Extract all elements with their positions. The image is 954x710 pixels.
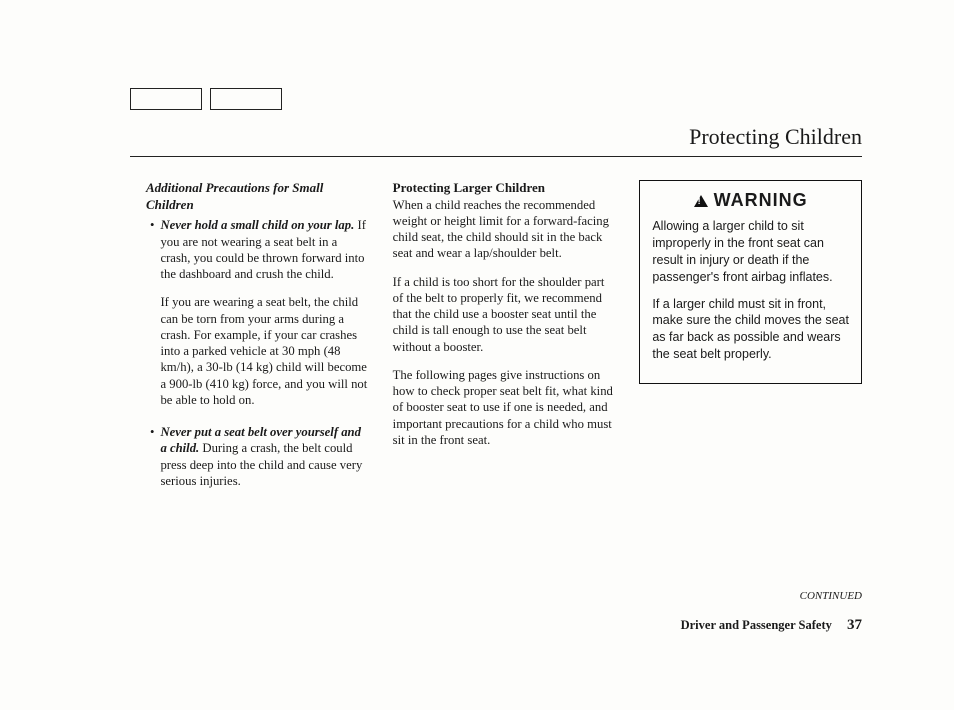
warning-p2: If a larger child must sit in front, mak…: [652, 296, 849, 364]
header-boxes: [130, 88, 282, 110]
footer-section: Driver and Passenger Safety: [681, 618, 832, 632]
document-page: Protecting Children Additional Precautio…: [0, 0, 954, 710]
column-2: Protecting Larger Children When a child …: [393, 180, 616, 600]
warning-triangle-icon: [694, 195, 708, 207]
col2-p1: Protecting Larger Children When a child …: [393, 180, 616, 262]
page-title: Protecting Children: [689, 124, 862, 150]
warning-label: WARNING: [714, 189, 808, 212]
warning-p1: Allowing a larger child to sit improperl…: [652, 218, 849, 286]
col2-p3: The following pages give instructions on…: [393, 367, 616, 448]
bullet1-lead: Never hold a small child on your lap.: [160, 218, 354, 232]
warning-header: WARNING: [652, 189, 849, 212]
continued-label: CONTINUED: [800, 590, 862, 602]
page-footer: Driver and Passenger Safety 37: [681, 617, 862, 634]
column-1: Additional Precautions for Small Childre…: [146, 180, 369, 600]
col2-p1-text: When a child reaches the recommended wei…: [393, 198, 609, 261]
header-box-1: [130, 88, 202, 110]
header-box-2: [210, 88, 282, 110]
column-3: WARNING Allowing a larger child to sit i…: [639, 180, 862, 600]
col1-heading: Additional Precautions for Small Childre…: [146, 180, 369, 213]
bullet-marker: •: [150, 424, 154, 489]
warning-box: WARNING Allowing a larger child to sit i…: [639, 180, 862, 384]
warning-body: Allowing a larger child to sit improperl…: [652, 218, 849, 363]
content-columns: Additional Precautions for Small Childre…: [146, 180, 862, 600]
bullet1-follow: If you are wearing a seat belt, the chil…: [160, 294, 368, 408]
title-underline: [130, 156, 862, 157]
col2-p2: If a child is too short for the shoulder…: [393, 274, 616, 355]
bullet-item-2: • Never put a seat belt over yourself an…: [146, 424, 369, 489]
col2-heading: Protecting Larger Children: [393, 180, 545, 195]
bullet-item-1: • Never hold a small child on your lap. …: [146, 217, 369, 408]
page-number: 37: [847, 617, 862, 633]
bullet-marker: •: [150, 217, 154, 408]
